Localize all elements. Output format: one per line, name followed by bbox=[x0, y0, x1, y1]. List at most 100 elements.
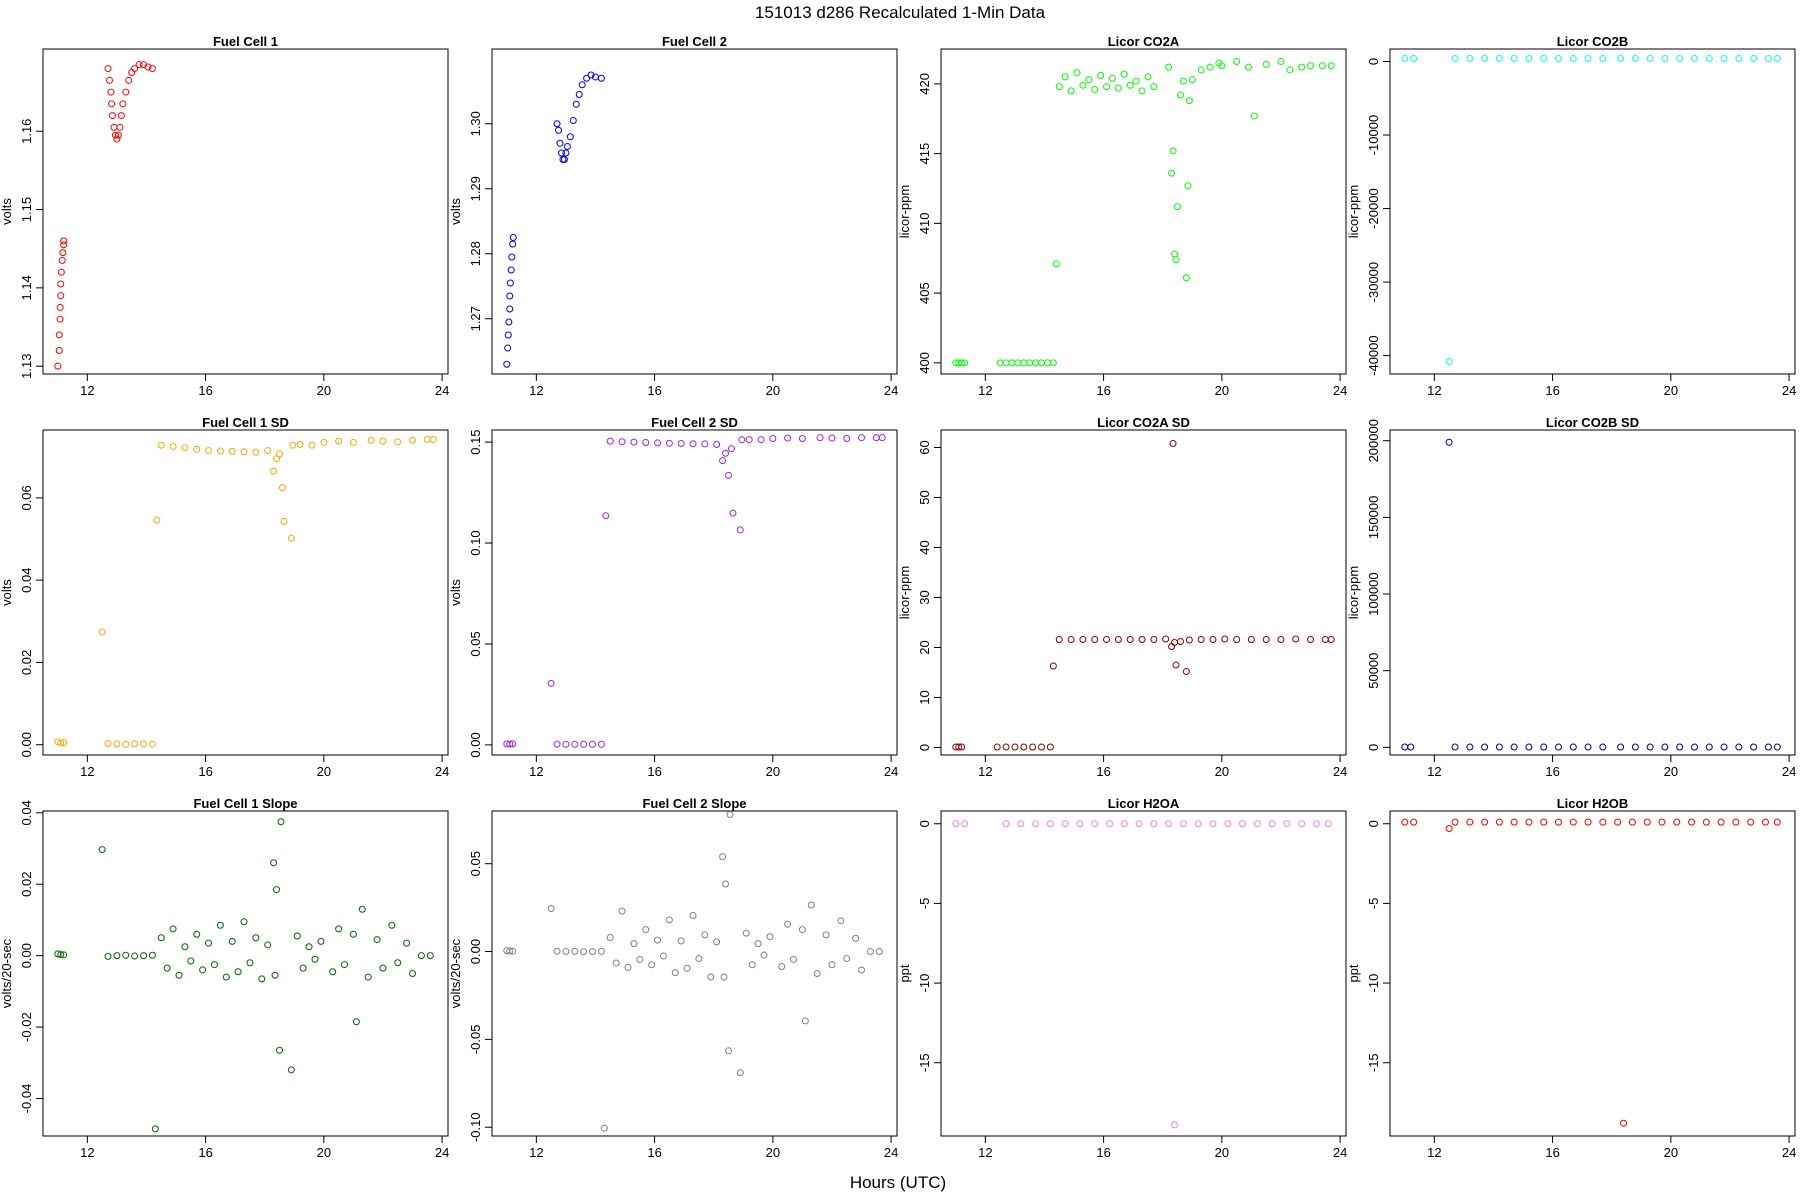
data-point bbox=[1599, 818, 1607, 826]
y-tick-label: 1.29 bbox=[468, 176, 483, 201]
y-tick-label: 420 bbox=[917, 73, 932, 95]
data-point bbox=[1008, 359, 1016, 367]
data-point bbox=[1169, 147, 1177, 155]
data-point bbox=[1599, 743, 1607, 751]
data-point bbox=[766, 933, 774, 941]
data-point bbox=[571, 947, 579, 955]
data-point bbox=[1584, 818, 1592, 826]
data-point bbox=[618, 438, 626, 446]
data-point bbox=[1747, 818, 1755, 826]
y-axis-label: volts bbox=[0, 579, 14, 606]
data-point bbox=[1690, 743, 1698, 751]
data-point bbox=[560, 156, 568, 163]
plot-frame bbox=[42, 810, 449, 1137]
y-tick-label: 1.30 bbox=[468, 111, 483, 136]
data-point bbox=[144, 63, 152, 71]
x-tick-label: 16 bbox=[647, 383, 661, 398]
x-tick-label: 24 bbox=[435, 383, 449, 398]
data-point bbox=[1445, 438, 1453, 446]
data-point bbox=[760, 951, 768, 959]
x-tick-label: 16 bbox=[647, 1145, 661, 1160]
data-point bbox=[1750, 55, 1758, 63]
x-tick-label: 20 bbox=[1664, 764, 1678, 779]
data-point bbox=[1239, 820, 1247, 828]
data-point bbox=[556, 139, 564, 147]
data-point bbox=[572, 100, 580, 108]
data-point bbox=[258, 975, 266, 983]
data-point bbox=[505, 318, 513, 326]
x-tick-label: 20 bbox=[317, 1145, 331, 1160]
data-point bbox=[726, 811, 734, 819]
data-point bbox=[701, 931, 709, 939]
y-tick-label: 1.16 bbox=[19, 119, 34, 144]
data-point bbox=[961, 359, 969, 367]
data-point bbox=[1481, 818, 1489, 826]
data-point bbox=[719, 457, 727, 465]
data-point bbox=[1182, 274, 1190, 282]
y-axis-label: licor-ppm bbox=[1346, 185, 1361, 238]
data-point bbox=[618, 907, 626, 915]
data-point bbox=[116, 123, 124, 131]
panel-title: Licor CO2B bbox=[1557, 34, 1629, 49]
data-point bbox=[108, 100, 116, 108]
y-tick-label: -5 bbox=[917, 898, 932, 910]
data-point bbox=[275, 450, 283, 458]
data-point bbox=[308, 441, 316, 449]
data-point bbox=[426, 952, 434, 960]
data-point bbox=[169, 925, 177, 933]
series-fuel-cell-2 bbox=[503, 71, 605, 368]
data-point bbox=[1103, 636, 1111, 643]
y-tick-label: 150000 bbox=[1366, 496, 1381, 539]
data-point bbox=[1244, 63, 1252, 71]
data-point bbox=[1688, 818, 1696, 826]
data-point bbox=[1150, 83, 1158, 91]
data-point bbox=[1253, 820, 1261, 828]
data-point bbox=[589, 740, 597, 748]
x-tick-label: 16 bbox=[1545, 764, 1559, 779]
data-point bbox=[175, 971, 183, 979]
data-point bbox=[748, 961, 756, 969]
data-point bbox=[1185, 97, 1193, 105]
data-point bbox=[1555, 818, 1563, 826]
data-point bbox=[1032, 359, 1040, 367]
data-point bbox=[606, 437, 614, 445]
data-point bbox=[727, 445, 735, 453]
data-point bbox=[757, 436, 765, 444]
data-point bbox=[240, 448, 248, 456]
data-point bbox=[852, 934, 860, 942]
x-tick-label: 20 bbox=[317, 764, 331, 779]
data-point bbox=[1676, 743, 1684, 751]
data-point bbox=[1011, 743, 1019, 751]
data-point bbox=[1085, 76, 1093, 84]
data-point bbox=[1209, 636, 1217, 643]
data-point bbox=[677, 937, 685, 945]
data-point bbox=[1277, 636, 1285, 643]
y-tick-label: 0 bbox=[917, 744, 932, 751]
data-point bbox=[311, 955, 319, 963]
data-point bbox=[1120, 70, 1128, 78]
data-point bbox=[1720, 55, 1728, 63]
data-point bbox=[122, 88, 130, 96]
data-point bbox=[1224, 820, 1232, 828]
panel-grid: Fuel Cell 1 12 16 20 24 1.13 1.14 1.15 1.16 volts… bbox=[0, 34, 1796, 1160]
data-point bbox=[181, 943, 189, 951]
data-point bbox=[352, 1018, 360, 1026]
data-point bbox=[1445, 825, 1453, 833]
data-point bbox=[1046, 820, 1054, 828]
data-point bbox=[1307, 62, 1315, 70]
data-point bbox=[57, 280, 65, 288]
data-point bbox=[1026, 359, 1034, 367]
data-point bbox=[98, 846, 106, 854]
data-point bbox=[379, 964, 387, 972]
data-point bbox=[1614, 818, 1622, 826]
data-point bbox=[1318, 62, 1326, 70]
data-point bbox=[1106, 820, 1114, 828]
data-point bbox=[553, 947, 561, 955]
data-point bbox=[1717, 818, 1725, 826]
data-point bbox=[1132, 77, 1140, 85]
data-point bbox=[1043, 359, 1051, 367]
data-point bbox=[769, 434, 777, 442]
data-point bbox=[1176, 638, 1184, 645]
data-point bbox=[169, 442, 177, 450]
data-point bbox=[547, 905, 555, 912]
